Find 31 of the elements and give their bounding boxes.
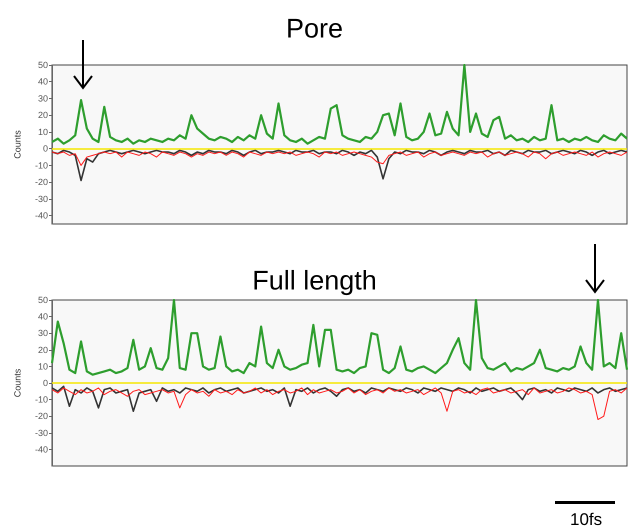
y-tick-label: 10 [38,126,48,137]
y-tick-label: 20 [38,110,48,120]
y-tick-label: -40 [34,444,48,454]
y-tick-label: 40 [38,76,48,87]
y-tick-label: 50 [38,60,48,70]
line-series [52,387,628,420]
y-tick-label: -10 [34,394,48,405]
y-tick-label: 20 [38,344,48,355]
y-tick-label: -30 [34,428,48,438]
y-tick-label: -30 [34,194,48,204]
y-axis-title: Counts [12,130,22,159]
y-tick-label: -10 [34,160,48,170]
text: 10fs [570,510,602,530]
line-series [50,298,628,376]
y-tick-label: -40 [34,210,48,221]
y-axis-title: Counts [12,368,22,398]
chart-title: Pore [286,14,344,44]
line-series [52,152,628,166]
y-tick-label: 0 [42,378,48,388]
y-tick-label: 30 [38,328,48,338]
chart-title: Full length [252,266,377,296]
line-series [51,150,628,182]
y-tick-label: 10 [38,361,48,372]
y-tick-label: -20 [34,411,48,422]
y-tick-label: 40 [38,312,48,322]
y-tick-label: -20 [34,177,48,188]
line-series [50,64,628,145]
y-tick-label: 50 [38,295,48,305]
y-tick-label: 30 [38,93,48,104]
line-series [51,386,628,412]
y-tick-label: 0 [42,144,48,154]
